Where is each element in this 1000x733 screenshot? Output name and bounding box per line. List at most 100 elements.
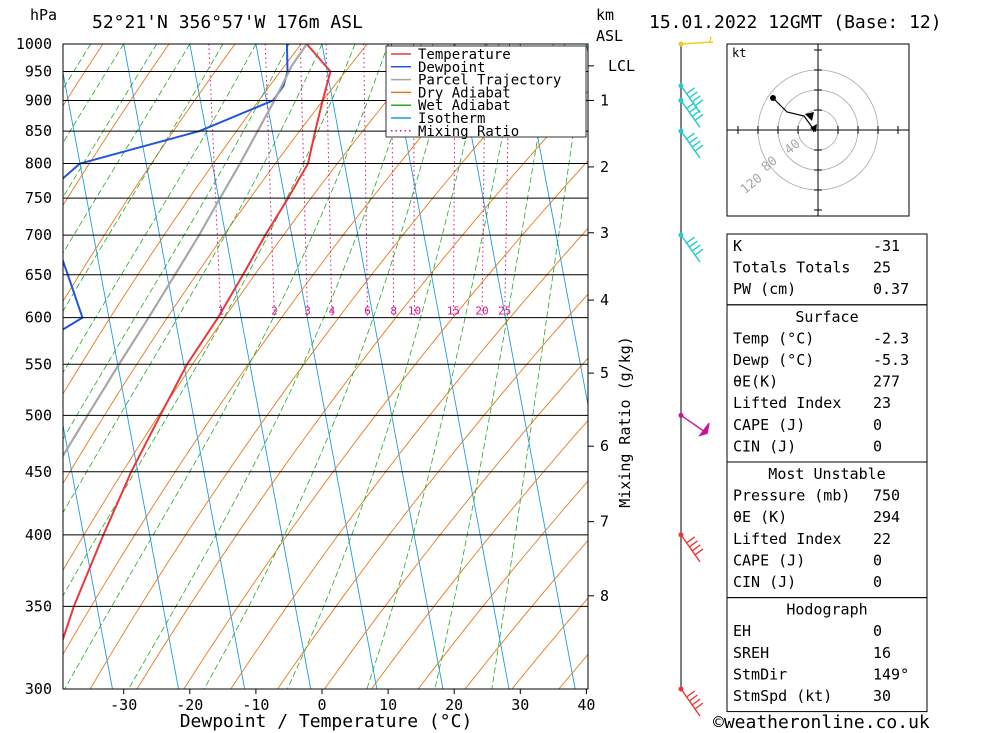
height-tick-label: LCL xyxy=(608,57,635,75)
pressure-tick-label: 300 xyxy=(25,680,52,698)
legend-label: Dry Adiabat xyxy=(418,85,511,101)
indices-row-label: StmDir xyxy=(733,665,787,683)
dry-adiabat-line xyxy=(417,480,588,689)
isotherm-line xyxy=(63,422,113,689)
wet-adiabat-line xyxy=(63,44,158,199)
wind-barb xyxy=(680,100,704,128)
indices-row-label: StmSpd (kt) xyxy=(733,687,832,705)
indices-row-value: 277 xyxy=(873,373,900,391)
pressure-tick-label: 400 xyxy=(25,526,52,544)
wind-barb xyxy=(680,534,704,563)
height-tick-label: 8 xyxy=(600,587,609,605)
height-tick-label: 3 xyxy=(600,224,609,242)
wind-barb-tick xyxy=(691,140,701,148)
wind-barb-shaft xyxy=(680,100,701,128)
wind-barb-shaft xyxy=(680,414,708,434)
x-tick-label: -30 xyxy=(110,696,137,714)
mixing-ratio-label: 1 xyxy=(218,305,225,318)
indices-row-label: PW (cm) xyxy=(733,280,796,298)
indices-block xyxy=(726,597,928,713)
wind-barb-tick xyxy=(686,536,696,544)
dry-adiabat-line xyxy=(63,44,170,207)
legend-label: Isotherm xyxy=(418,111,485,127)
height-tick-label: 1 xyxy=(600,91,609,109)
wind-barb xyxy=(680,85,704,114)
pressure-tick-label: 450 xyxy=(25,463,52,481)
mixing-ratio-label: 10 xyxy=(408,305,421,318)
wind-barb xyxy=(680,130,704,159)
mixing-ratio-label: 25 xyxy=(498,305,511,318)
wet-adiabat-line xyxy=(63,44,191,254)
plot-frame xyxy=(62,43,589,690)
wind-barb xyxy=(680,36,714,45)
wind-barb-tick xyxy=(691,244,701,252)
mixing-ratio-line xyxy=(264,44,275,318)
indices-row-label: θE (K) xyxy=(733,508,787,526)
indices-row-value: -2.3 xyxy=(873,329,909,347)
wet-adiabat-line xyxy=(366,44,521,689)
mixing-ratio-line xyxy=(363,44,369,318)
indices-row-value: 294 xyxy=(873,508,900,526)
indices-row-label: CIN (J) xyxy=(733,437,796,455)
height-tick-label: 4 xyxy=(600,291,609,309)
wind-barb-tick xyxy=(694,113,704,122)
mixing-ratio-line xyxy=(208,44,222,318)
indices-row-label: SREH xyxy=(733,644,769,662)
wind-barb-tick xyxy=(694,144,704,152)
dry-adiabat-line xyxy=(230,227,588,689)
datetime-title: 15.01.2022 12GMT (Base: 12) xyxy=(649,12,942,33)
indices-block-title: Most Unstable xyxy=(768,465,885,483)
wet-adiabat-line xyxy=(63,44,224,312)
pressure-unit-label: hPa xyxy=(30,6,57,24)
dry-adiabat-line xyxy=(63,44,434,572)
wet-adiabat-line xyxy=(491,44,587,689)
indices-row-value: 16 xyxy=(873,644,891,662)
series-line-temperature xyxy=(63,44,332,643)
dry-adiabat-line xyxy=(370,419,588,689)
wind-barb-shaft xyxy=(680,130,701,159)
wind-barb-tick xyxy=(688,91,698,99)
indices-row-label: Lifted Index xyxy=(733,530,841,548)
isotherm-line xyxy=(453,44,576,689)
height-tick-label: 2 xyxy=(600,158,609,176)
wind-barb-tick xyxy=(686,87,696,95)
wind-barb-shaft xyxy=(680,534,701,563)
chart-axes: -30 -20 -10 0 10 20 30 40 8 7 6 5 4 3 2 1 LCL xyxy=(110,57,635,714)
wind-barb-tick xyxy=(691,544,701,552)
indices-row-value: 0 xyxy=(873,416,882,434)
pressure-tick-label: 350 xyxy=(25,597,52,615)
hodograph-storm-marker xyxy=(805,112,814,121)
indices-row-value: 25 xyxy=(873,259,891,277)
wind-barb-shaft xyxy=(680,41,714,45)
wind-barb-tick xyxy=(709,36,712,43)
pressure-tick-label: 950 xyxy=(25,62,52,80)
wind-barb-tick xyxy=(686,236,696,244)
hodograph-storm-marker xyxy=(810,124,817,132)
wind-barb-tick xyxy=(688,240,698,248)
height-unit-km: km xyxy=(596,6,614,24)
indices-row-value: 30 xyxy=(873,687,891,705)
legend-label: Dewpoint xyxy=(418,60,485,76)
wind-barb-tick xyxy=(694,548,704,556)
legend-label: Temperature xyxy=(418,47,511,63)
wind-barb-flag xyxy=(698,422,710,437)
wind-barb xyxy=(680,414,710,437)
x-tick-label: 30 xyxy=(511,696,529,714)
wind-barb-tick xyxy=(686,132,696,140)
wind-barb-tick xyxy=(691,95,701,103)
height-unit-asl: ASL xyxy=(596,27,623,45)
indices-row-value: 0 xyxy=(873,573,882,591)
mixing-ratio-axis-title: Mixing Ratio (g/kg) xyxy=(616,336,634,508)
hodograph-trace-end xyxy=(770,95,776,101)
indices-row-value: 750 xyxy=(873,487,900,505)
wind-profile xyxy=(678,36,714,717)
x-axis-title: Dewpoint / Temperature (°C) xyxy=(180,711,473,732)
indices-row-label: Dewp (°C) xyxy=(733,351,814,369)
height-tick-label: 5 xyxy=(600,364,609,382)
x-tick-label: 10 xyxy=(379,696,397,714)
mixing-ratio-label: 4 xyxy=(329,305,336,318)
height-tick-label: 7 xyxy=(600,513,609,531)
